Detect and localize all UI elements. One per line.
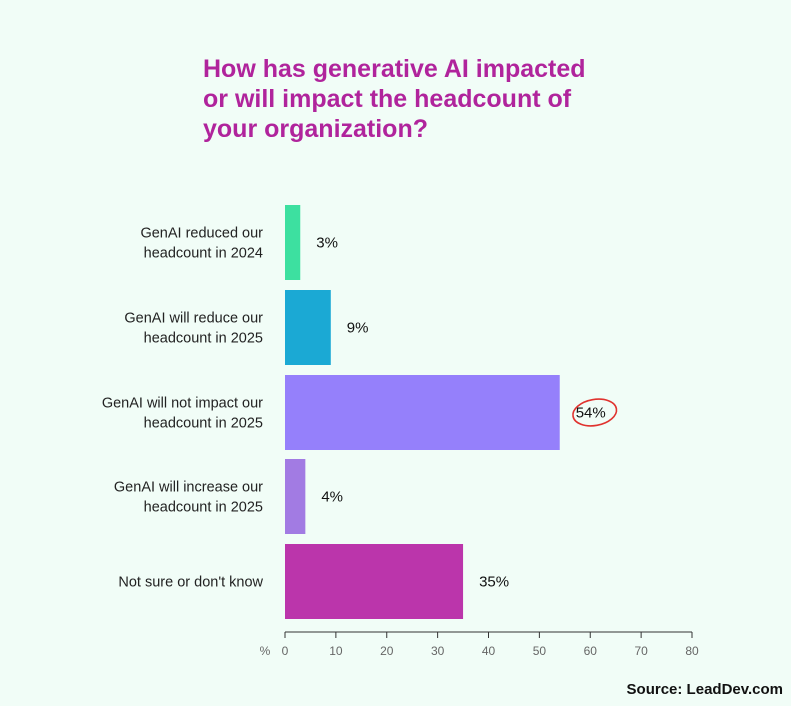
category-label-3-0: GenAI will increase our — [114, 480, 263, 496]
category-label-0-1: headcount in 2024 — [144, 246, 263, 262]
bar-3 — [285, 459, 306, 534]
highlight-circle — [572, 398, 618, 427]
value-label-2: 54% — [576, 405, 606, 422]
x-tick-label-6: 60 — [584, 644, 598, 658]
x-tick-label-3: 30 — [431, 644, 445, 658]
x-axis-label: % — [260, 644, 271, 658]
bar-2 — [285, 375, 560, 450]
category-label-3-1: headcount in 2025 — [144, 500, 263, 516]
bar-0 — [285, 205, 301, 280]
value-label-3: 4% — [321, 489, 343, 506]
source-credit: Source: LeadDev.com — [626, 681, 783, 698]
value-label-0: 3% — [316, 235, 338, 252]
x-tick-label-1: 10 — [329, 644, 343, 658]
x-tick-label-4: 40 — [482, 644, 496, 658]
x-tick-label-5: 50 — [533, 644, 547, 658]
chart-title: How has generative AI impacted or will i… — [203, 54, 723, 144]
value-label-1: 9% — [347, 320, 369, 337]
x-tick-label-8: 80 — [685, 644, 699, 658]
title-line-3: your organization? — [203, 115, 428, 143]
x-tick-label-7: 70 — [634, 644, 648, 658]
category-label-2-0: GenAI will not impact our — [102, 396, 263, 412]
title-line-2: or will impact the headcount of — [203, 85, 572, 113]
x-tick-label-0: 0 — [282, 644, 289, 658]
category-label-1-0: GenAI will reduce our — [124, 311, 263, 327]
category-label-1-1: headcount in 2025 — [144, 331, 263, 347]
x-tick-label-2: 20 — [380, 644, 394, 658]
category-label-4-0: Not sure or don't know — [118, 575, 263, 591]
category-label-0-0: GenAI reduced our — [140, 226, 263, 242]
value-label-4: 35% — [479, 574, 509, 591]
bar-1 — [285, 290, 331, 365]
bar-4 — [285, 544, 464, 619]
category-label-2-1: headcount in 2025 — [144, 416, 263, 432]
title-line-1: How has generative AI impacted — [203, 55, 586, 83]
